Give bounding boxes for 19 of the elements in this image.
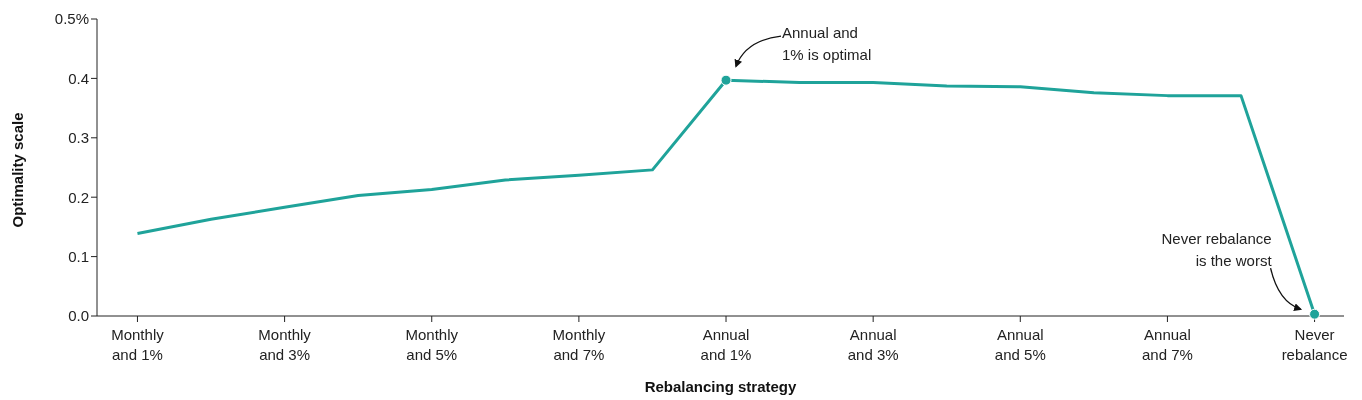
y-tick-label: 0.3 xyxy=(68,129,89,147)
y-tick-label: 0.5% xyxy=(54,10,89,28)
annotation: Annual and 1% is optimal xyxy=(782,24,872,64)
y-tick-label: 0.2 xyxy=(68,188,89,206)
x-tick-label: Annual and 5% xyxy=(994,326,1046,363)
x-axis-title: Rebalancing strategy xyxy=(644,378,798,395)
y-tick-label: 0.0 xyxy=(68,307,89,325)
y-axis-title: Optimality scale xyxy=(9,112,27,228)
x-tick-label: Monthly and 7% xyxy=(552,326,606,363)
y-tick-label: 0.1 xyxy=(68,247,89,265)
x-tick-label: Annual and 1% xyxy=(700,326,752,363)
x-tick-label: Annual and 3% xyxy=(847,326,899,363)
x-tick-label: Monthly and 1% xyxy=(111,326,165,363)
x-tick-label: Never rebalance xyxy=(1281,326,1348,363)
y-tick-label: 0.4 xyxy=(68,69,89,87)
x-tick-label: Annual and 7% xyxy=(1142,326,1193,363)
x-tick-label: Monthly and 5% xyxy=(405,326,459,363)
x-tick-label: Monthly and 3% xyxy=(258,326,312,363)
annotation: Never rebalance is the worst xyxy=(1161,230,1273,270)
